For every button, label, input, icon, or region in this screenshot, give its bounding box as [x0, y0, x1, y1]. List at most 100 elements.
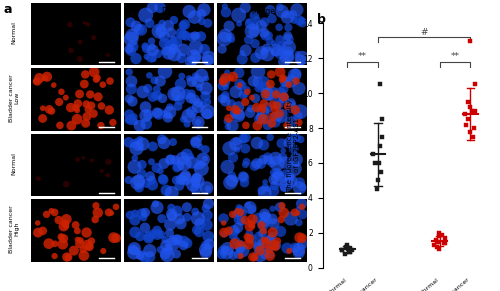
- Point: [272, 243, 280, 248]
- Point: [273, 103, 281, 108]
- Point: [84, 22, 92, 27]
- Point: [180, 239, 188, 244]
- Point: [144, 86, 152, 91]
- Point: [196, 85, 203, 90]
- Point: [158, 177, 166, 181]
- Point: [248, 207, 256, 212]
- Point: [188, 160, 196, 165]
- Point: [262, 242, 270, 246]
- Point: [259, 108, 267, 113]
- Point: [232, 238, 239, 243]
- Point: [192, 139, 200, 144]
- Point: [346, 246, 354, 251]
- Point: [285, 140, 293, 145]
- Point: [285, 82, 293, 87]
- Point: [433, 239, 441, 244]
- Point: [294, 113, 302, 118]
- Point: [274, 239, 281, 243]
- Point: [97, 123, 105, 128]
- Point: [276, 172, 284, 177]
- Point: [471, 82, 479, 87]
- Point: [160, 141, 168, 145]
- Point: [187, 60, 195, 64]
- Point: [260, 252, 268, 257]
- Point: [254, 216, 262, 221]
- Point: [188, 35, 196, 40]
- Point: [149, 144, 157, 149]
- Point: [197, 34, 205, 39]
- Point: [199, 157, 207, 162]
- Point: [244, 19, 252, 24]
- Point: [468, 108, 476, 113]
- Point: [194, 79, 202, 84]
- Point: [246, 205, 254, 210]
- Point: [298, 18, 306, 23]
- Point: [266, 82, 274, 86]
- Point: [144, 234, 152, 239]
- Point: [94, 75, 102, 80]
- Point: [284, 55, 292, 59]
- Point: [76, 238, 84, 243]
- Point: [72, 223, 80, 227]
- Point: [73, 108, 81, 113]
- Point: [259, 117, 267, 122]
- Point: [283, 246, 291, 251]
- Point: [290, 73, 298, 78]
- Point: [156, 5, 164, 10]
- Point: [466, 129, 474, 134]
- Point: [296, 18, 304, 23]
- Point: [225, 228, 233, 233]
- Point: [235, 21, 243, 26]
- Point: [39, 106, 47, 111]
- Point: [175, 217, 183, 221]
- Point: [247, 237, 255, 241]
- Point: [94, 210, 102, 215]
- Point: [343, 243, 351, 247]
- Point: [204, 213, 212, 218]
- Point: [238, 84, 246, 88]
- Point: [104, 159, 112, 164]
- Point: [38, 116, 46, 121]
- Point: [170, 238, 177, 243]
- Point: [194, 179, 202, 183]
- Point: [258, 223, 266, 227]
- Point: [128, 87, 136, 91]
- Point: [80, 155, 88, 160]
- Point: [284, 49, 292, 54]
- Point: [272, 49, 280, 54]
- Point: [280, 87, 288, 92]
- Point: [266, 8, 274, 12]
- Point: [79, 247, 87, 252]
- Point: [169, 37, 177, 42]
- Point: [148, 183, 156, 187]
- Point: [278, 77, 286, 82]
- Point: [135, 178, 143, 183]
- Point: [92, 77, 100, 82]
- Point: [290, 18, 298, 22]
- Point: [376, 143, 384, 148]
- Point: [196, 145, 204, 149]
- Point: [126, 112, 134, 117]
- Point: [229, 253, 237, 258]
- Point: [462, 122, 470, 127]
- Point: [375, 161, 383, 165]
- Point: [58, 89, 66, 94]
- Point: [170, 52, 178, 56]
- Point: [160, 34, 168, 39]
- Point: [224, 116, 232, 121]
- Point: [228, 101, 235, 106]
- Point: [265, 247, 273, 252]
- Point: [204, 100, 212, 104]
- Point: [231, 107, 239, 112]
- Point: [469, 134, 477, 139]
- Point: [232, 90, 240, 94]
- Point: [81, 72, 89, 77]
- Point: [234, 113, 242, 118]
- Point: [203, 112, 211, 116]
- Point: [471, 108, 479, 113]
- Point: [274, 102, 281, 107]
- Point: [253, 161, 261, 166]
- Point: [84, 243, 92, 247]
- Point: [157, 232, 165, 237]
- Point: [234, 210, 242, 215]
